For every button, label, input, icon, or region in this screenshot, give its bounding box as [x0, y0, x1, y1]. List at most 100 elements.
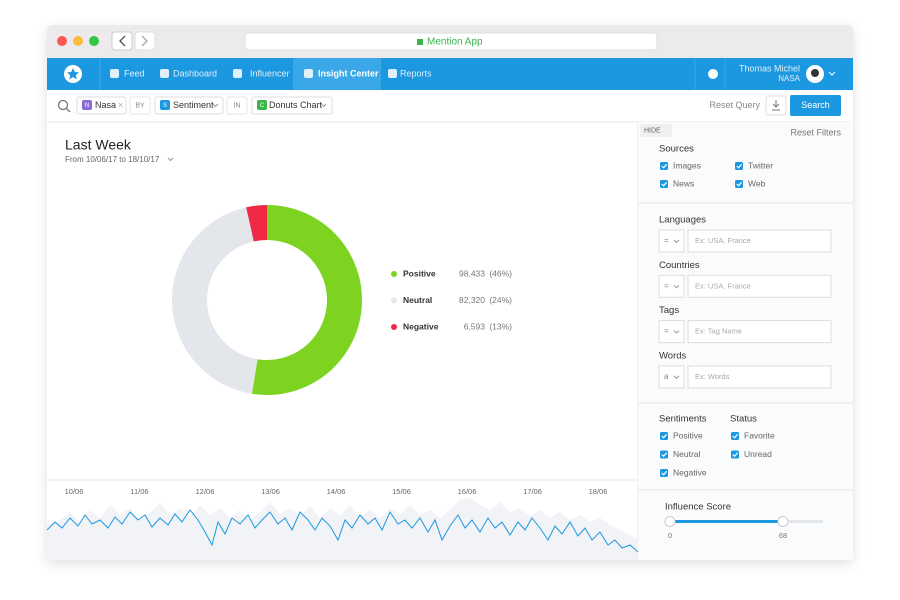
timeline-area [47, 498, 638, 560]
caret [673, 375, 680, 380]
by-label: BY [135, 102, 145, 109]
group-chip[interactable] [154, 96, 224, 115]
text-input[interactable] [687, 320, 832, 344]
caret [167, 157, 174, 162]
chip-badge [82, 100, 92, 110]
checkbox[interactable] [735, 180, 743, 188]
checkbox[interactable] [660, 432, 668, 440]
checkbox[interactable] [731, 432, 739, 440]
group: Sentiment [173, 100, 214, 110]
nav-item[interactable]: Influencer [250, 68, 290, 78]
slider-min: 0 [668, 531, 672, 540]
check-mark [736, 181, 743, 187]
slider-handle[interactable] [664, 516, 676, 527]
slider-fill [670, 520, 783, 523]
minimize-button[interactable] [73, 36, 83, 46]
text-input[interactable] [687, 229, 832, 253]
back-button[interactable] [111, 31, 133, 51]
check-mark [732, 452, 739, 458]
back-icon [119, 35, 126, 47]
chip-badge [160, 100, 170, 110]
legend-label: Positive [403, 268, 436, 278]
percent-label: (24%) [489, 295, 512, 305]
placeholder: Ex: USA, France [695, 236, 751, 245]
checkbox[interactable] [731, 450, 739, 459]
timeline-line [46, 509, 639, 553]
checkbox[interactable] [735, 162, 743, 170]
search-button[interactable] [790, 95, 841, 116]
hide-label: HIDE [644, 127, 661, 134]
operator-select[interactable] [658, 320, 685, 344]
nav-item[interactable]: Feed [124, 68, 145, 78]
view-chip[interactable] [251, 96, 333, 115]
text-input[interactable] [687, 365, 832, 389]
value-label: 98,433 [459, 268, 485, 278]
timeline-date: 16/06 [458, 487, 477, 496]
operator: a [664, 372, 669, 381]
remove-icon[interactable]: × [118, 100, 123, 110]
search-icon [65, 107, 71, 113]
legend-dot [391, 271, 397, 277]
caret [673, 239, 680, 244]
checkbox[interactable] [660, 450, 668, 459]
checkbox-label: Neutral [673, 449, 701, 459]
avatar-face [811, 69, 819, 77]
influence-title: Influence Score [665, 502, 731, 513]
operator: = [664, 236, 669, 245]
checkbox[interactable] [660, 469, 668, 477]
maximize-button[interactable] [89, 36, 99, 46]
forward-button[interactable] [134, 31, 156, 51]
chip-badge-text: S [163, 103, 167, 109]
help-icon[interactable] [708, 69, 718, 79]
logo-star [67, 68, 79, 80]
check-mark [661, 163, 668, 169]
hide-button[interactable] [640, 124, 672, 137]
close-button[interactable] [57, 36, 67, 46]
checkbox[interactable] [660, 162, 668, 170]
checkbox-label: Favorite [744, 430, 775, 440]
chip-badge-text: N [85, 103, 89, 109]
check-mark [661, 181, 668, 187]
address-bar[interactable] [244, 32, 658, 51]
timeline-date: 10/06 [65, 487, 84, 496]
timeline-date: 17/06 [523, 487, 542, 496]
text-input[interactable] [687, 274, 832, 298]
reset-query[interactable]: Reset Query [709, 100, 760, 110]
nav-icon [388, 69, 397, 78]
caret [673, 330, 680, 334]
nav-item[interactable]: Dashboard [173, 68, 217, 78]
reset-filters[interactable]: Reset Filters [790, 127, 841, 137]
checkbox-label: Negative [673, 467, 707, 477]
legend-dot [391, 297, 397, 304]
check-mark [661, 470, 668, 476]
donut-segment [171, 207, 258, 394]
caret [673, 284, 680, 289]
checkbox-label: Unread [744, 449, 772, 459]
operator-select[interactable] [658, 229, 685, 253]
query: Nasa [95, 100, 116, 110]
user-name: Thomas Michel [739, 63, 800, 73]
operator-select[interactable] [658, 274, 685, 298]
nav-item[interactable]: Reports [400, 68, 432, 78]
in-label: IN [234, 102, 241, 109]
timeline-date: 13/06 [261, 487, 280, 496]
checkbox-label: Images [673, 160, 701, 170]
view: Donuts Chart [269, 100, 323, 110]
date-range[interactable]: From 10/06/17 to 18/10/17 [65, 155, 160, 164]
checkbox-label: Web [748, 178, 766, 188]
caret [212, 103, 219, 108]
title: Last Week [65, 137, 132, 153]
forward-icon [141, 35, 148, 47]
checkbox-label: Positive [673, 430, 703, 440]
timeline-date: 14/06 [327, 487, 346, 496]
nav-icon [160, 69, 169, 78]
placeholder: Ex: USA, France [695, 281, 751, 290]
slider-handle[interactable] [777, 516, 789, 527]
checkbox[interactable] [660, 180, 668, 188]
download-icon [772, 100, 780, 111]
operator-select[interactable] [658, 365, 685, 389]
user-org: NASA [778, 74, 800, 83]
nav-item[interactable]: Insight Center [318, 68, 379, 78]
